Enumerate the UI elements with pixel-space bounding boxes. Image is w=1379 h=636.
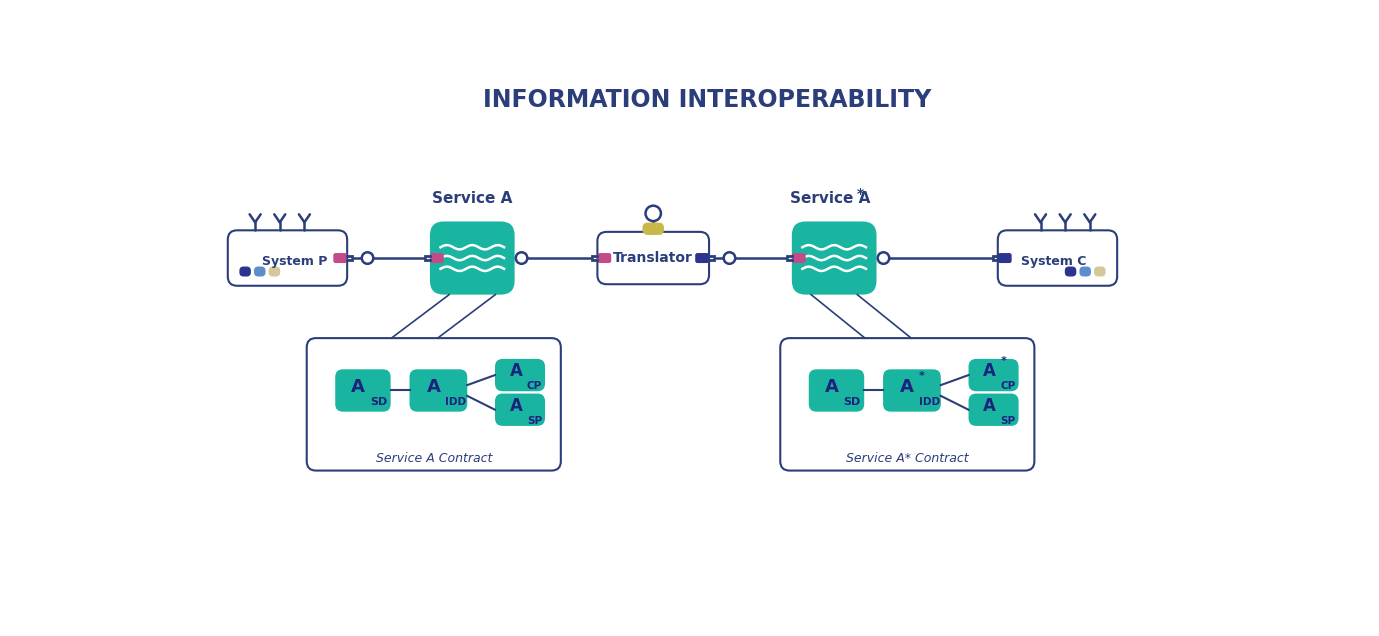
Text: SP: SP [527, 416, 542, 426]
FancyBboxPatch shape [643, 223, 665, 235]
Text: SD: SD [370, 398, 387, 408]
Text: System P: System P [262, 256, 328, 268]
FancyBboxPatch shape [792, 253, 805, 263]
Circle shape [724, 252, 735, 264]
Circle shape [877, 252, 889, 264]
Text: A: A [510, 363, 523, 380]
FancyBboxPatch shape [998, 230, 1117, 286]
Text: Service A Contract: Service A Contract [375, 452, 492, 465]
Text: IDD: IDD [445, 398, 466, 408]
FancyBboxPatch shape [808, 370, 865, 411]
FancyBboxPatch shape [792, 221, 877, 294]
FancyBboxPatch shape [883, 370, 940, 411]
FancyBboxPatch shape [1080, 266, 1091, 277]
FancyBboxPatch shape [334, 253, 348, 263]
FancyBboxPatch shape [240, 266, 251, 277]
Circle shape [361, 252, 374, 264]
Text: *: * [856, 187, 863, 201]
Text: CP: CP [1001, 381, 1016, 391]
Text: *: * [918, 371, 925, 381]
Text: A: A [825, 378, 838, 396]
Text: IDD: IDD [918, 398, 940, 408]
Text: Service A: Service A [432, 191, 513, 205]
Text: A: A [900, 378, 914, 396]
FancyBboxPatch shape [306, 338, 561, 471]
FancyBboxPatch shape [495, 394, 545, 426]
Circle shape [645, 205, 661, 221]
FancyBboxPatch shape [228, 230, 348, 286]
Text: A: A [983, 397, 996, 415]
FancyBboxPatch shape [597, 232, 709, 284]
Text: INFORMATION INTEROPERABILITY: INFORMATION INTEROPERABILITY [483, 88, 931, 112]
Text: A: A [427, 378, 441, 396]
Circle shape [516, 252, 527, 264]
Text: *: * [1001, 356, 1007, 366]
FancyBboxPatch shape [695, 253, 709, 263]
Text: Service A* Contract: Service A* Contract [845, 452, 968, 465]
FancyBboxPatch shape [269, 266, 280, 277]
Text: A: A [983, 363, 996, 380]
FancyBboxPatch shape [781, 338, 1034, 471]
Text: A: A [510, 397, 523, 415]
Text: Service A: Service A [790, 191, 870, 205]
FancyBboxPatch shape [968, 394, 1019, 426]
Text: A: A [352, 378, 365, 396]
Text: CP: CP [527, 381, 542, 391]
Text: System C: System C [1020, 256, 1087, 268]
Text: SD: SD [844, 398, 860, 408]
Text: SP: SP [1001, 416, 1015, 426]
FancyBboxPatch shape [410, 370, 467, 411]
FancyBboxPatch shape [1065, 266, 1077, 277]
FancyBboxPatch shape [335, 370, 390, 411]
FancyBboxPatch shape [254, 266, 266, 277]
FancyBboxPatch shape [430, 253, 444, 263]
FancyBboxPatch shape [968, 359, 1019, 391]
FancyBboxPatch shape [597, 253, 611, 263]
FancyBboxPatch shape [998, 253, 1012, 263]
FancyBboxPatch shape [430, 221, 514, 294]
FancyBboxPatch shape [1094, 266, 1106, 277]
Text: Translator: Translator [614, 251, 694, 265]
FancyBboxPatch shape [495, 359, 545, 391]
